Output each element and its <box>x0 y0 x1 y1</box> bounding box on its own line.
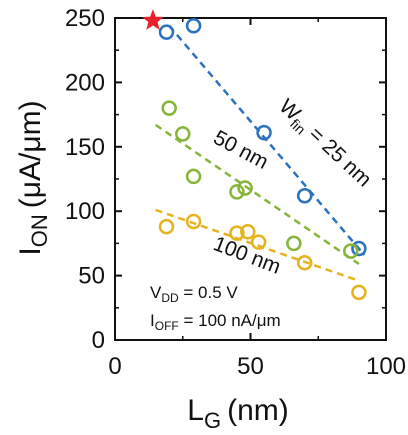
y-axis-label-sub: ON <box>27 214 52 247</box>
wfin-annotation: Wfin = 25 nm <box>273 95 376 194</box>
data-point-series-0 <box>158 24 175 40</box>
y-tick-label: 100 <box>65 198 105 225</box>
vdd-value: = 0.5 V <box>179 283 239 302</box>
data-point-series-2 <box>240 224 256 240</box>
y-tick-label: 50 <box>78 263 105 290</box>
y-tick-label: 250 <box>65 5 105 32</box>
y-axis-label-unit: (μA/μm) <box>14 100 47 208</box>
data-point-series-0 <box>351 240 367 257</box>
ioff-sub: OFF <box>155 319 179 333</box>
trend-line-series-1 <box>154 123 360 266</box>
data-point-series-2 <box>351 284 367 301</box>
trend-lines <box>154 24 366 282</box>
data-point-series-1 <box>229 184 245 200</box>
data-point-series-0 <box>185 17 202 34</box>
y-tick-label: 150 <box>65 134 105 161</box>
data-point-series-1 <box>343 243 359 259</box>
vdd-sub: DD <box>161 291 179 305</box>
ioff-value: = 100 nA/μm <box>179 311 281 330</box>
y-tick-label: 0 <box>92 327 105 354</box>
star-marker <box>142 9 164 30</box>
y-tick-label: 200 <box>65 69 105 96</box>
wfin-value: = 25 nm <box>300 118 376 191</box>
vdd-annotation: VDD = 0.5 V <box>150 283 238 305</box>
trend-line-series-0 <box>168 24 366 256</box>
data-point-series-2 <box>158 218 175 235</box>
x-axis-label-unit: (nm) <box>227 394 289 427</box>
star-icon <box>142 9 164 30</box>
x-tick-label: 0 <box>108 353 121 380</box>
data-point-series-1 <box>185 168 202 185</box>
y-axis-label: ION (μA/μm) <box>14 100 52 255</box>
data-point-series-0 <box>256 124 272 141</box>
data-point-series-2 <box>185 213 202 230</box>
axis-ticks: 0 50 100 150 200 250 0 50 100 <box>65 5 406 380</box>
x-axis-label-sub: G <box>204 408 221 433</box>
x-axis-label-main: L <box>187 394 204 427</box>
x-axis-label: LG (nm) <box>187 394 288 433</box>
data-point-series-0 <box>296 187 313 204</box>
x-tick-label: 50 <box>237 353 264 380</box>
vdd-main: V <box>150 283 162 302</box>
label-50nm: 50 nm <box>210 126 272 174</box>
data-points <box>158 17 367 301</box>
y-axis-label-main: I <box>14 247 47 255</box>
data-point-series-1 <box>286 235 302 252</box>
data-point-series-2 <box>229 225 245 241</box>
ioff-annotation: IOFF = 100 nA/μm <box>150 311 281 333</box>
data-point-series-1 <box>161 100 177 116</box>
x-tick-label: 100 <box>366 353 406 380</box>
data-point-series-2 <box>250 234 267 250</box>
ioff-main: I <box>150 311 155 330</box>
data-point-series-1 <box>175 126 191 142</box>
data-point-series-2 <box>296 254 313 271</box>
data-point-series-1 <box>237 180 253 196</box>
